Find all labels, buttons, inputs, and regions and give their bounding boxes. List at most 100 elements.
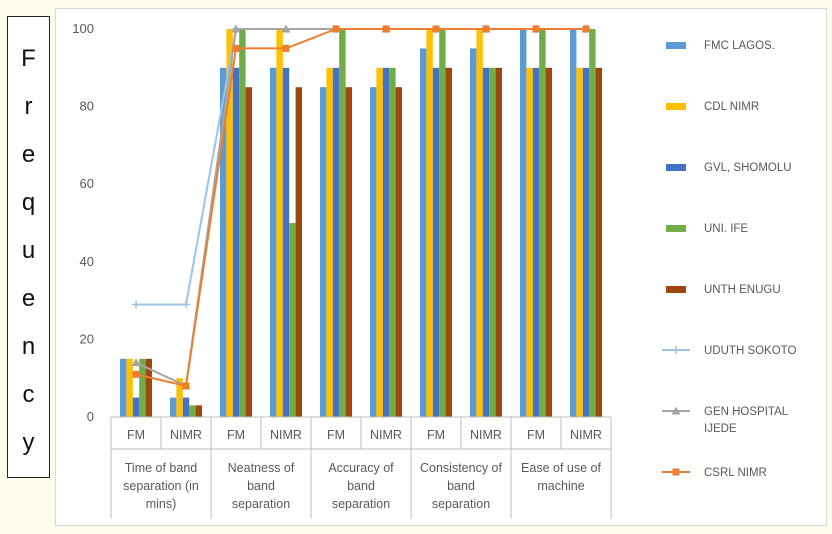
x-group-label: mins) [146, 497, 177, 511]
legend-swatch [666, 42, 686, 49]
legend-label: CDL NIMR [704, 101, 759, 113]
point-csrl-nimr [583, 26, 590, 33]
point-csrl-nimr [333, 26, 340, 33]
y-tick-label: 100 [72, 21, 94, 36]
y-axis-label-letter: n [22, 335, 35, 359]
y-axis-label: Frequency [7, 16, 50, 478]
x-group-label: Consistency of [420, 461, 503, 475]
legend-marker [672, 346, 680, 354]
y-axis-label-letter: y [23, 431, 35, 455]
y-axis-label-letter: r [25, 95, 33, 119]
x-group-label: machine [537, 479, 584, 493]
bar-cdl-nimr [576, 68, 582, 417]
bar-cdl-nimr [326, 68, 332, 417]
legend-swatch [666, 225, 686, 232]
point-csrl-nimr [133, 371, 140, 378]
y-tick-label: 0 [87, 409, 94, 424]
x-group-label: Ease of use of [521, 461, 601, 475]
bar-cdl-nimr [476, 29, 482, 417]
point-csrl-nimr [233, 45, 240, 52]
bar-fmc-lagos [370, 87, 376, 417]
legend-label: UDUTH SOKOTO [704, 345, 796, 357]
point-gen-hospital-ijede [132, 358, 141, 366]
bar-uni-ife [439, 29, 445, 417]
y-axis-label-letter: u [22, 239, 35, 263]
x-group-label: separation (in [123, 479, 199, 493]
y-axis-label-letter: e [22, 287, 35, 311]
legend-swatch [666, 286, 686, 293]
y-axis-label-letter: q [22, 191, 35, 215]
bar-fmc-lagos [470, 48, 476, 417]
bar-gvl-shomolu [183, 398, 189, 417]
bar-uni-ife [389, 68, 395, 417]
point-csrl-nimr [283, 45, 290, 52]
bar-fmc-lagos [170, 398, 176, 417]
x-sub-label: NIMR [570, 428, 602, 442]
bar-cdl-nimr [426, 29, 432, 417]
x-group-label: Time of band [125, 461, 198, 475]
bar-gvl-shomolu [133, 398, 139, 417]
x-sub-label: NIMR [270, 428, 302, 442]
bar-unth-enugu [496, 68, 502, 417]
bar-gvl-shomolu [483, 68, 489, 417]
legend-label: GVL, SHOMOLU [704, 162, 792, 174]
bar-unth-enugu [246, 87, 252, 417]
legend-label: CSRL NIMR [704, 467, 767, 479]
bar-uni-ife [539, 29, 545, 417]
legend-label: FMC LAGOS. [704, 40, 775, 52]
bar-gvl-shomolu [333, 68, 339, 417]
bar-unth-enugu [446, 68, 452, 417]
x-sub-label: FM [427, 428, 445, 442]
bar-uni-ife [489, 68, 495, 417]
point-uduth-sokoto [182, 300, 190, 308]
bar-gvl-shomolu [283, 68, 289, 417]
frequency-chart: 0 20 40 60 80 100 FM NIMR Time of band separation… [56, 9, 828, 527]
y-tick-label: 80 [80, 99, 94, 114]
x-sub-label: NIMR [170, 428, 202, 442]
bar-unth-enugu [396, 87, 402, 417]
point-csrl-nimr [183, 382, 190, 389]
bar-gvl-shomolu [433, 68, 439, 417]
x-sub-label: NIMR [370, 428, 402, 442]
bar-gvl-shomolu [383, 68, 389, 417]
x-group-label: band [247, 479, 275, 493]
x-sub-label: FM [127, 428, 145, 442]
y-axis-label-letter: e [22, 143, 35, 167]
bar-cdl-nimr [276, 29, 282, 417]
bar-fmc-lagos [120, 359, 126, 417]
bar-uni-ife [589, 29, 595, 417]
bar-cdl-nimr [376, 68, 382, 417]
bar-unth-enugu [546, 68, 552, 417]
y-tick-label: 20 [80, 331, 94, 346]
bar-uni-ife [189, 405, 195, 417]
bar-uni-ife [289, 223, 295, 417]
point-csrl-nimr [533, 26, 540, 33]
bar-fmc-lagos [570, 29, 576, 417]
bar-fmc-lagos [520, 29, 526, 417]
point-csrl-nimr [383, 26, 390, 33]
bar-uni-ife [339, 29, 345, 417]
x-sub-label: FM [527, 428, 545, 442]
bar-fmc-lagos [420, 48, 426, 417]
bar-uni-ife [239, 29, 245, 417]
legend-label: UNTH ENUGU [704, 284, 781, 296]
bar-cdl-nimr [126, 359, 132, 417]
x-group-label: separation [332, 497, 390, 511]
x-sub-label: FM [227, 428, 245, 442]
point-csrl-nimr [483, 26, 490, 33]
bar-unth-enugu [596, 68, 602, 417]
x-sub-label: FM [327, 428, 345, 442]
point-csrl-nimr [433, 26, 440, 33]
bar-gvl-shomolu [533, 68, 539, 417]
y-axis-label-letter: c [23, 383, 35, 407]
x-group-label: separation [432, 497, 490, 511]
bar-unth-enugu [346, 87, 352, 417]
bar-gvl-shomolu [233, 68, 239, 417]
point-uduth-sokoto [132, 300, 140, 308]
legend-label: UNI. IFE [704, 223, 748, 235]
bar-cdl-nimr [526, 68, 532, 417]
bar-fmc-lagos [270, 68, 276, 417]
bar-unth-enugu [296, 87, 302, 417]
legend-label: GEN HOSPITAL [704, 406, 789, 418]
legend-marker [673, 469, 680, 476]
